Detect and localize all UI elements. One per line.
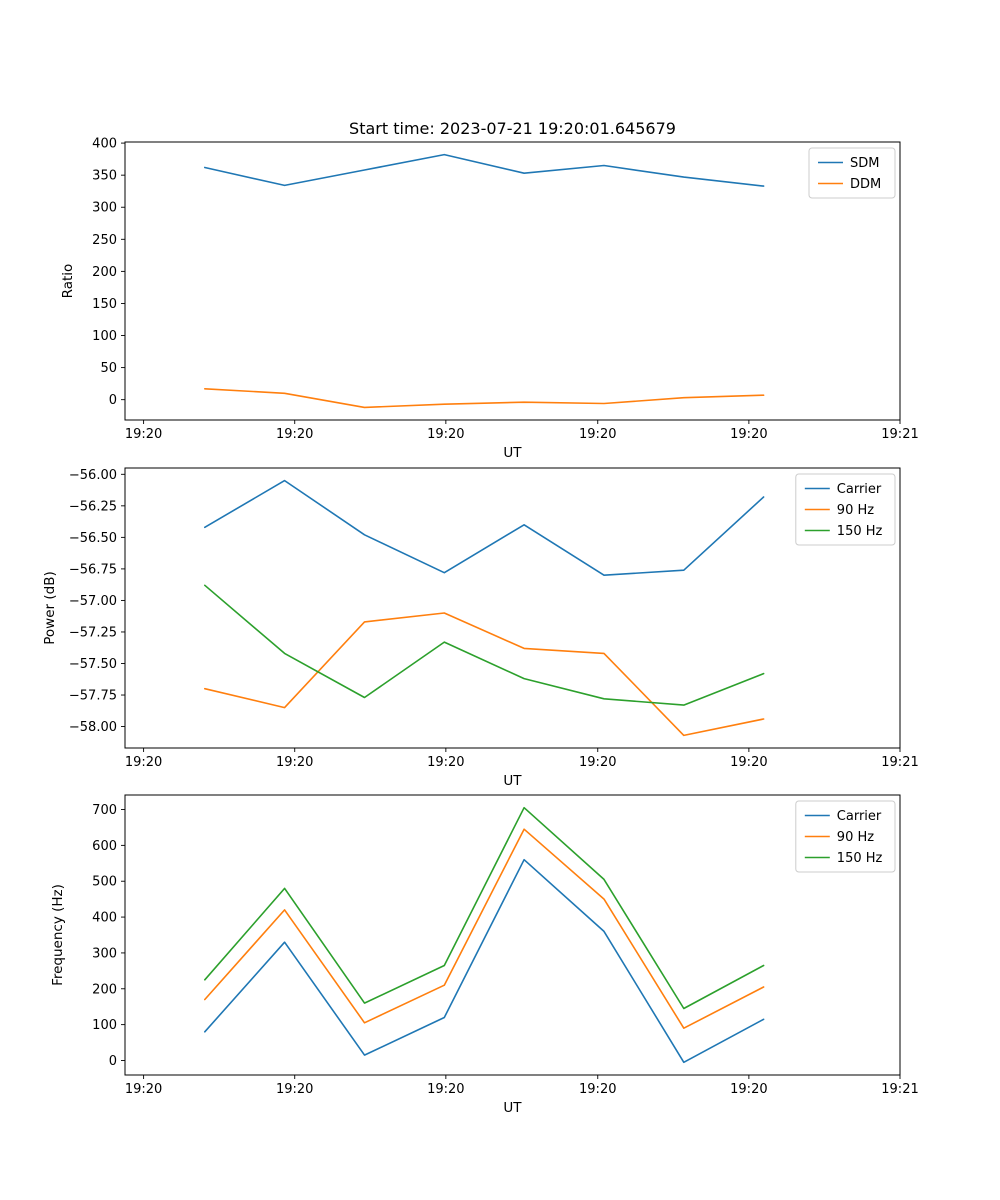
x-tick-label: 19:20 [730, 755, 767, 770]
x-tick-label: 19:21 [881, 755, 918, 770]
y-tick-label: 0 [109, 1054, 117, 1069]
y-tick-label: 400 [92, 911, 117, 926]
x-tick-label: 19:20 [125, 427, 162, 442]
y-tick-label: −57.00 [69, 594, 117, 609]
y-tick-label: 200 [92, 265, 117, 280]
y-tick-label: −56.75 [69, 562, 117, 577]
x-tick-label: 19:20 [427, 755, 464, 770]
x-tick-label: 19:20 [427, 427, 464, 442]
legend-label: Carrier [837, 482, 882, 497]
y-tick-label: 50 [100, 361, 117, 376]
x-tick-label: 19:21 [881, 427, 918, 442]
y-tick-label: 350 [92, 169, 117, 184]
legend-label: DDM [850, 177, 881, 192]
x-tick-label: 19:20 [276, 1082, 313, 1097]
ratio-chart: 0 50 100 150 200 250 300 350 400 19:20 19:20 19:20 1… [60, 137, 919, 461]
axis-frame [124, 141, 901, 421]
legend-label: 90 Hz [837, 830, 874, 845]
y-tick-label: −56.00 [69, 468, 117, 483]
y-tick-label: 100 [92, 1018, 117, 1033]
y-tick-label: −57.50 [69, 657, 117, 672]
power-chart: −56.00 −56.25 −56.50 −56.75 −57.00 −57.25 −57.… [42, 467, 919, 789]
series-line-90-hz [204, 828, 765, 1029]
x-tick-label: 19:20 [579, 1082, 616, 1097]
y-axis-label: Ratio [60, 264, 76, 299]
legend-label: Carrier [837, 809, 882, 824]
x-tick-label: 19:20 [579, 755, 616, 770]
y-axis-label: Power (dB) [42, 571, 58, 644]
series-line-carrier [204, 479, 765, 577]
x-tick-label: 19:21 [881, 1082, 918, 1097]
y-tick-label: 500 [92, 875, 117, 890]
x-tick-label: 19:20 [125, 1082, 162, 1097]
series-line-carrier [204, 858, 765, 1064]
x-tick-label: 19:20 [276, 755, 313, 770]
y-tick-label: −58.00 [69, 720, 117, 735]
y-tick-label: 300 [92, 201, 117, 216]
legend-label: SDM [850, 156, 879, 171]
x-tick-label: 19:20 [427, 1082, 464, 1097]
y-tick-label: −57.25 [69, 625, 117, 640]
y-tick-label: 250 [92, 233, 117, 248]
x-tick-label: 19:20 [276, 427, 313, 442]
y-tick-label: 700 [92, 803, 117, 818]
y-tick-label: 200 [92, 982, 117, 997]
x-tick-label: 19:20 [730, 1082, 767, 1097]
x-tick-label: 19:20 [125, 755, 162, 770]
x-tick-label: 19:20 [730, 427, 767, 442]
y-tick-label: 0 [109, 393, 117, 408]
y-tick-label: −56.50 [69, 531, 117, 546]
y-tick-label: 100 [92, 329, 117, 344]
series-line-150-hz [204, 806, 765, 1010]
y-tick-label: −56.25 [69, 499, 117, 514]
x-axis-label: UT [503, 773, 522, 789]
legend-label: 90 Hz [837, 503, 874, 518]
series-line-150-hz [204, 584, 765, 706]
legend-label: 150 Hz [837, 524, 883, 539]
series-line-90-hz [204, 612, 765, 737]
legend-label: 150 Hz [837, 851, 883, 866]
y-tick-label: 150 [92, 297, 117, 312]
y-tick-label: 600 [92, 839, 117, 854]
legend-box [808, 147, 896, 199]
axis-frame [124, 467, 901, 749]
legend-box [795, 800, 896, 873]
series-line-sdm [204, 153, 765, 187]
x-tick-label: 19:20 [579, 427, 616, 442]
series-line-ddm [204, 387, 765, 409]
figure-title: Start time: 2023-07-21 19:20:01.645679 [349, 119, 676, 138]
y-tick-label: 400 [92, 137, 117, 152]
frequency-chart: 0 100 200 300 400 500 600 700 19:20 19:20 19:20 19:… [50, 794, 919, 1116]
legend-box [795, 473, 896, 546]
y-tick-label: 300 [92, 946, 117, 961]
y-tick-label: −57.75 [69, 689, 117, 704]
x-axis-label: UT [503, 1100, 522, 1116]
y-axis-label: Frequency (Hz) [50, 884, 66, 986]
axis-frame [124, 794, 901, 1076]
x-axis-label: UT [503, 445, 522, 461]
